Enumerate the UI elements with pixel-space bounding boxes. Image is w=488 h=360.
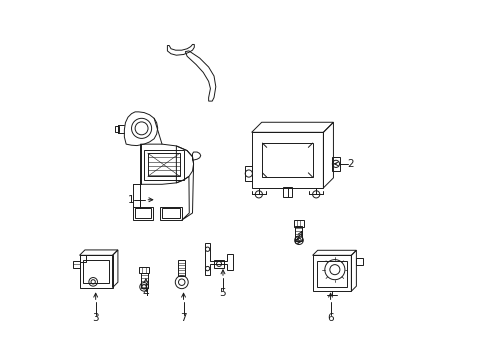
Bar xyxy=(147,153,180,176)
Bar xyxy=(139,267,149,273)
Text: 3: 3 xyxy=(92,313,99,323)
Text: 2: 2 xyxy=(346,159,353,169)
Text: 4: 4 xyxy=(142,288,149,298)
Bar xyxy=(295,226,301,241)
Text: 1: 1 xyxy=(128,195,135,205)
Bar xyxy=(115,126,119,132)
Bar xyxy=(262,143,312,177)
Text: 8: 8 xyxy=(293,236,299,246)
Bar xyxy=(251,132,323,188)
Text: 5: 5 xyxy=(219,288,226,298)
Bar xyxy=(162,208,180,219)
Text: 7: 7 xyxy=(180,313,186,323)
Bar xyxy=(178,260,185,276)
Bar xyxy=(80,255,112,288)
Bar xyxy=(283,187,291,197)
Bar xyxy=(144,149,183,180)
Bar xyxy=(293,220,304,226)
Text: 6: 6 xyxy=(326,313,333,323)
Bar xyxy=(135,208,151,219)
Bar xyxy=(140,273,147,288)
Bar xyxy=(214,260,224,268)
Bar xyxy=(332,157,339,171)
Bar xyxy=(244,166,252,181)
Bar xyxy=(312,255,351,291)
Bar xyxy=(80,255,86,262)
Bar xyxy=(316,261,346,287)
Bar xyxy=(83,260,109,283)
